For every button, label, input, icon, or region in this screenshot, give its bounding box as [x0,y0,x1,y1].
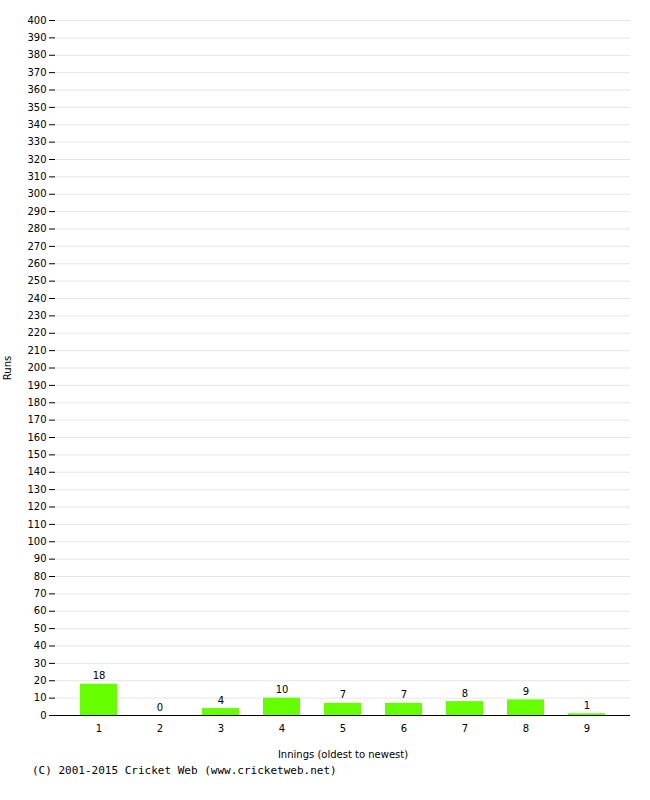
svg-text:40: 40 [34,640,47,651]
svg-text:140: 140 [27,466,46,477]
svg-text:390: 390 [27,32,46,43]
svg-text:260: 260 [27,258,46,269]
svg-text:90: 90 [34,553,47,564]
svg-text:380: 380 [27,49,46,60]
svg-text:4: 4 [218,695,224,706]
svg-text:0: 0 [157,702,163,713]
svg-text:300: 300 [27,188,46,199]
svg-text:110: 110 [27,519,46,530]
svg-text:80: 80 [34,571,47,582]
svg-text:350: 350 [27,102,46,113]
svg-text:290: 290 [27,206,46,217]
svg-text:130: 130 [27,484,46,495]
svg-text:240: 240 [27,293,46,304]
svg-text:150: 150 [27,449,46,460]
svg-text:9: 9 [523,686,529,697]
svg-text:270: 270 [27,241,46,252]
svg-text:100: 100 [27,536,46,547]
svg-text:8: 8 [523,723,529,734]
svg-text:1: 1 [584,700,590,711]
svg-text:4: 4 [279,723,285,734]
svg-text:310: 310 [27,171,46,182]
svg-text:50: 50 [34,623,47,634]
svg-text:60: 60 [34,605,47,616]
svg-text:3: 3 [218,723,224,734]
svg-text:10: 10 [276,684,289,695]
svg-text:160: 160 [27,432,46,443]
svg-text:70: 70 [34,588,47,599]
svg-text:280: 280 [27,223,46,234]
svg-text:7: 7 [462,723,468,734]
svg-text:190: 190 [27,380,46,391]
svg-text:250: 250 [27,275,46,286]
svg-text:120: 120 [27,501,46,512]
svg-text:18: 18 [93,670,106,681]
svg-text:230: 230 [27,310,46,321]
svg-text:20: 20 [34,675,47,686]
svg-text:370: 370 [27,67,46,78]
svg-text:7: 7 [340,689,346,700]
svg-text:200: 200 [27,362,46,373]
svg-text:180: 180 [27,397,46,408]
svg-text:330: 330 [27,136,46,147]
svg-text:320: 320 [27,154,46,165]
svg-text:170: 170 [27,414,46,425]
svg-text:8: 8 [462,688,468,699]
svg-text:10: 10 [34,692,47,703]
svg-text:Innings (oldest to newest): Innings (oldest to newest) [278,749,408,760]
svg-text:30: 30 [34,658,47,669]
svg-text:340: 340 [27,119,46,130]
svg-text:360: 360 [27,84,46,95]
svg-text:400: 400 [27,15,46,26]
svg-text:6: 6 [401,723,407,734]
svg-text:210: 210 [27,345,46,356]
svg-text:2: 2 [157,723,163,734]
svg-text:9: 9 [584,723,590,734]
svg-text:7: 7 [401,689,407,700]
svg-text:Runs: Runs [2,356,13,380]
svg-text:1: 1 [96,723,102,734]
html-text:(C) 2001-2015 Cricket Web (www: (C) 2001-2015 Cricket Web (www.cricketwe… [32,764,337,777]
svg-text:5: 5 [340,723,346,734]
svg-text:0: 0 [40,710,46,721]
svg-text:220: 220 [27,327,46,338]
